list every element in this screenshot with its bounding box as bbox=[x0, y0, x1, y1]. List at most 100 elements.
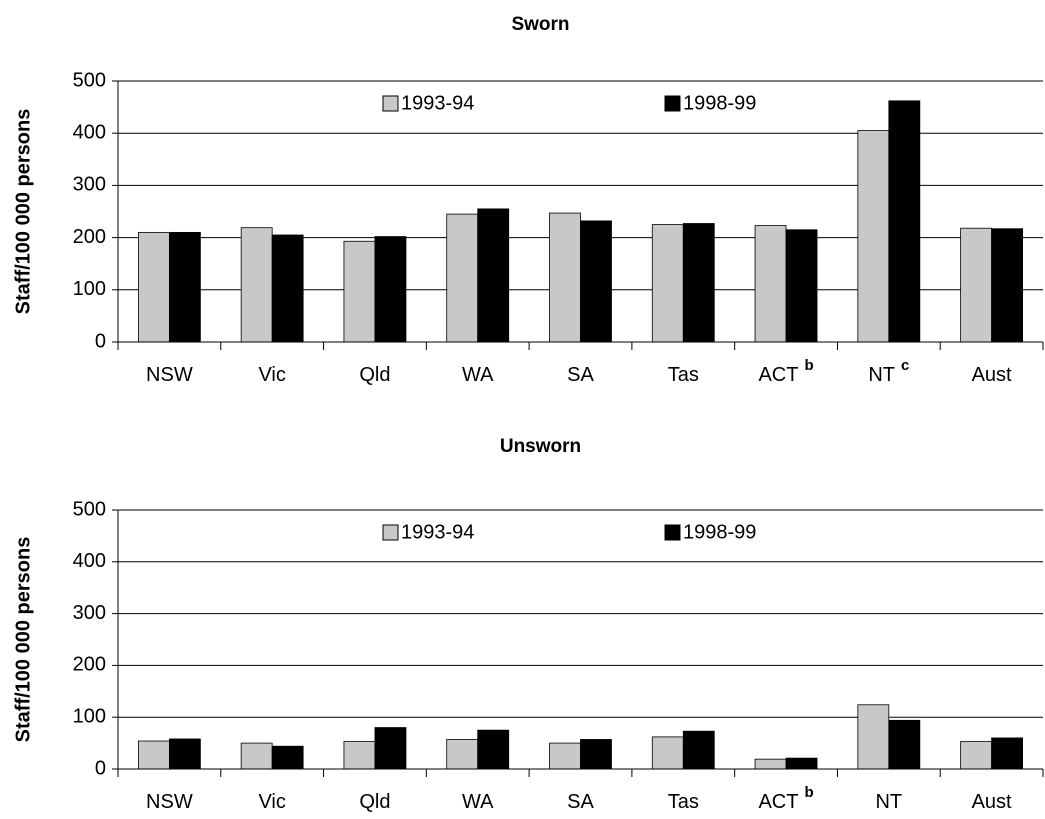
legend-label: 1993-94 bbox=[401, 92, 474, 114]
bar bbox=[343, 741, 376, 770]
y-tick-label: 100 bbox=[73, 705, 106, 727]
y-tick-label: 100 bbox=[73, 278, 106, 300]
x-tick-label: NSW bbox=[146, 364, 193, 386]
bar bbox=[857, 704, 890, 770]
y-tick-label: 400 bbox=[73, 550, 106, 572]
legend-label: 1998-99 bbox=[683, 92, 756, 114]
bar bbox=[477, 208, 510, 343]
bar bbox=[137, 740, 170, 770]
x-tick-label: Tas bbox=[668, 364, 699, 386]
x-tick-label: SA bbox=[567, 791, 594, 813]
x-tick-label: Qld bbox=[359, 364, 390, 386]
y-tick-label: 300 bbox=[73, 174, 106, 196]
bar bbox=[651, 736, 684, 770]
x-tick-label: Vic bbox=[258, 791, 285, 813]
x-tick-label: NT c bbox=[868, 357, 909, 386]
x-tick-label: Vic bbox=[258, 364, 285, 386]
y-tick-label: 400 bbox=[73, 121, 106, 143]
x-tick-label-text: WA bbox=[462, 364, 494, 386]
chart-title: Sworn bbox=[511, 14, 569, 35]
x-tick-label: WA bbox=[462, 364, 494, 386]
x-tick-superscript: c bbox=[901, 357, 909, 374]
bar bbox=[580, 220, 612, 343]
bar bbox=[960, 227, 993, 343]
x-tick-label: NT bbox=[875, 791, 902, 813]
bar bbox=[754, 225, 787, 343]
bar bbox=[682, 223, 715, 343]
y-tick-label: 0 bbox=[95, 757, 106, 779]
x-tick-label-text: ACT bbox=[758, 791, 798, 813]
x-tick-label-text: NSW bbox=[146, 364, 193, 386]
bar bbox=[785, 229, 818, 343]
bar bbox=[580, 739, 612, 770]
x-tick-label-text: SA bbox=[567, 791, 594, 813]
x-tick-label: ACT b bbox=[758, 784, 813, 813]
bar bbox=[857, 130, 890, 343]
y-tick-label: 500 bbox=[73, 69, 106, 91]
y-axis-title: Staff/100 000 persons bbox=[12, 109, 34, 315]
bar bbox=[343, 240, 376, 343]
x-tick-superscript: b bbox=[804, 784, 813, 801]
x-tick-label-text: Vic bbox=[258, 791, 285, 813]
x-tick-label-text: Qld bbox=[359, 791, 390, 813]
bar bbox=[991, 228, 1024, 343]
bar bbox=[785, 757, 818, 770]
x-tick-label-text: Tas bbox=[668, 791, 699, 813]
y-tick-label: 500 bbox=[73, 498, 106, 520]
legend-label: 1993-94 bbox=[401, 521, 474, 543]
x-tick-label: Aust bbox=[972, 364, 1012, 386]
x-tick-label: ACT b bbox=[758, 357, 813, 386]
x-tick-label-text: NSW bbox=[146, 791, 193, 813]
x-tick-label-text: Qld bbox=[359, 364, 390, 386]
y-tick-label: 300 bbox=[73, 602, 106, 624]
bar bbox=[888, 100, 921, 343]
bar bbox=[240, 742, 273, 770]
bar bbox=[549, 742, 581, 770]
x-tick-label-text: NT bbox=[875, 791, 902, 813]
x-tick-label-text: NT bbox=[868, 364, 895, 386]
legend-swatch bbox=[664, 95, 681, 112]
bar bbox=[168, 738, 201, 770]
bar bbox=[240, 227, 273, 343]
legend-label: 1998-99 bbox=[683, 521, 756, 543]
bar bbox=[960, 741, 993, 770]
bar bbox=[271, 234, 304, 343]
bar bbox=[137, 231, 170, 343]
legend-swatch bbox=[664, 524, 681, 541]
x-tick-label: SA bbox=[567, 364, 594, 386]
bar bbox=[271, 745, 304, 770]
bar bbox=[991, 737, 1024, 770]
x-tick-label-text: WA bbox=[462, 791, 494, 813]
y-tick-label: 200 bbox=[73, 226, 106, 248]
bar bbox=[549, 212, 581, 343]
bar bbox=[374, 236, 407, 343]
x-tick-label-text: Vic bbox=[258, 364, 285, 386]
bar bbox=[446, 739, 479, 770]
y-tick-label: 200 bbox=[73, 654, 106, 676]
bar bbox=[888, 719, 921, 770]
x-tick-label: WA bbox=[462, 791, 494, 813]
legend-swatch bbox=[382, 95, 399, 112]
x-tick-label: Tas bbox=[668, 791, 699, 813]
bar bbox=[374, 727, 407, 770]
bar bbox=[651, 224, 684, 343]
y-tick-label: 0 bbox=[95, 330, 106, 352]
x-tick-label-text: ACT bbox=[758, 364, 798, 386]
x-tick-label: Qld bbox=[359, 791, 390, 813]
x-tick-label-text: Aust bbox=[972, 364, 1012, 386]
bar bbox=[682, 730, 715, 770]
x-tick-label-text: Tas bbox=[668, 364, 699, 386]
x-tick-label-text: SA bbox=[567, 364, 594, 386]
y-axis-title: Staff/100 000 persons bbox=[12, 537, 34, 743]
x-tick-label: Aust bbox=[972, 791, 1012, 813]
x-tick-label: NSW bbox=[146, 791, 193, 813]
bar bbox=[446, 213, 479, 343]
x-tick-label-text: Aust bbox=[972, 791, 1012, 813]
bar bbox=[168, 231, 201, 343]
x-tick-superscript: b bbox=[804, 357, 813, 374]
chart-title: Unsworn bbox=[500, 436, 581, 457]
legend-swatch bbox=[382, 524, 399, 541]
bar bbox=[477, 729, 510, 770]
bar bbox=[754, 758, 787, 770]
